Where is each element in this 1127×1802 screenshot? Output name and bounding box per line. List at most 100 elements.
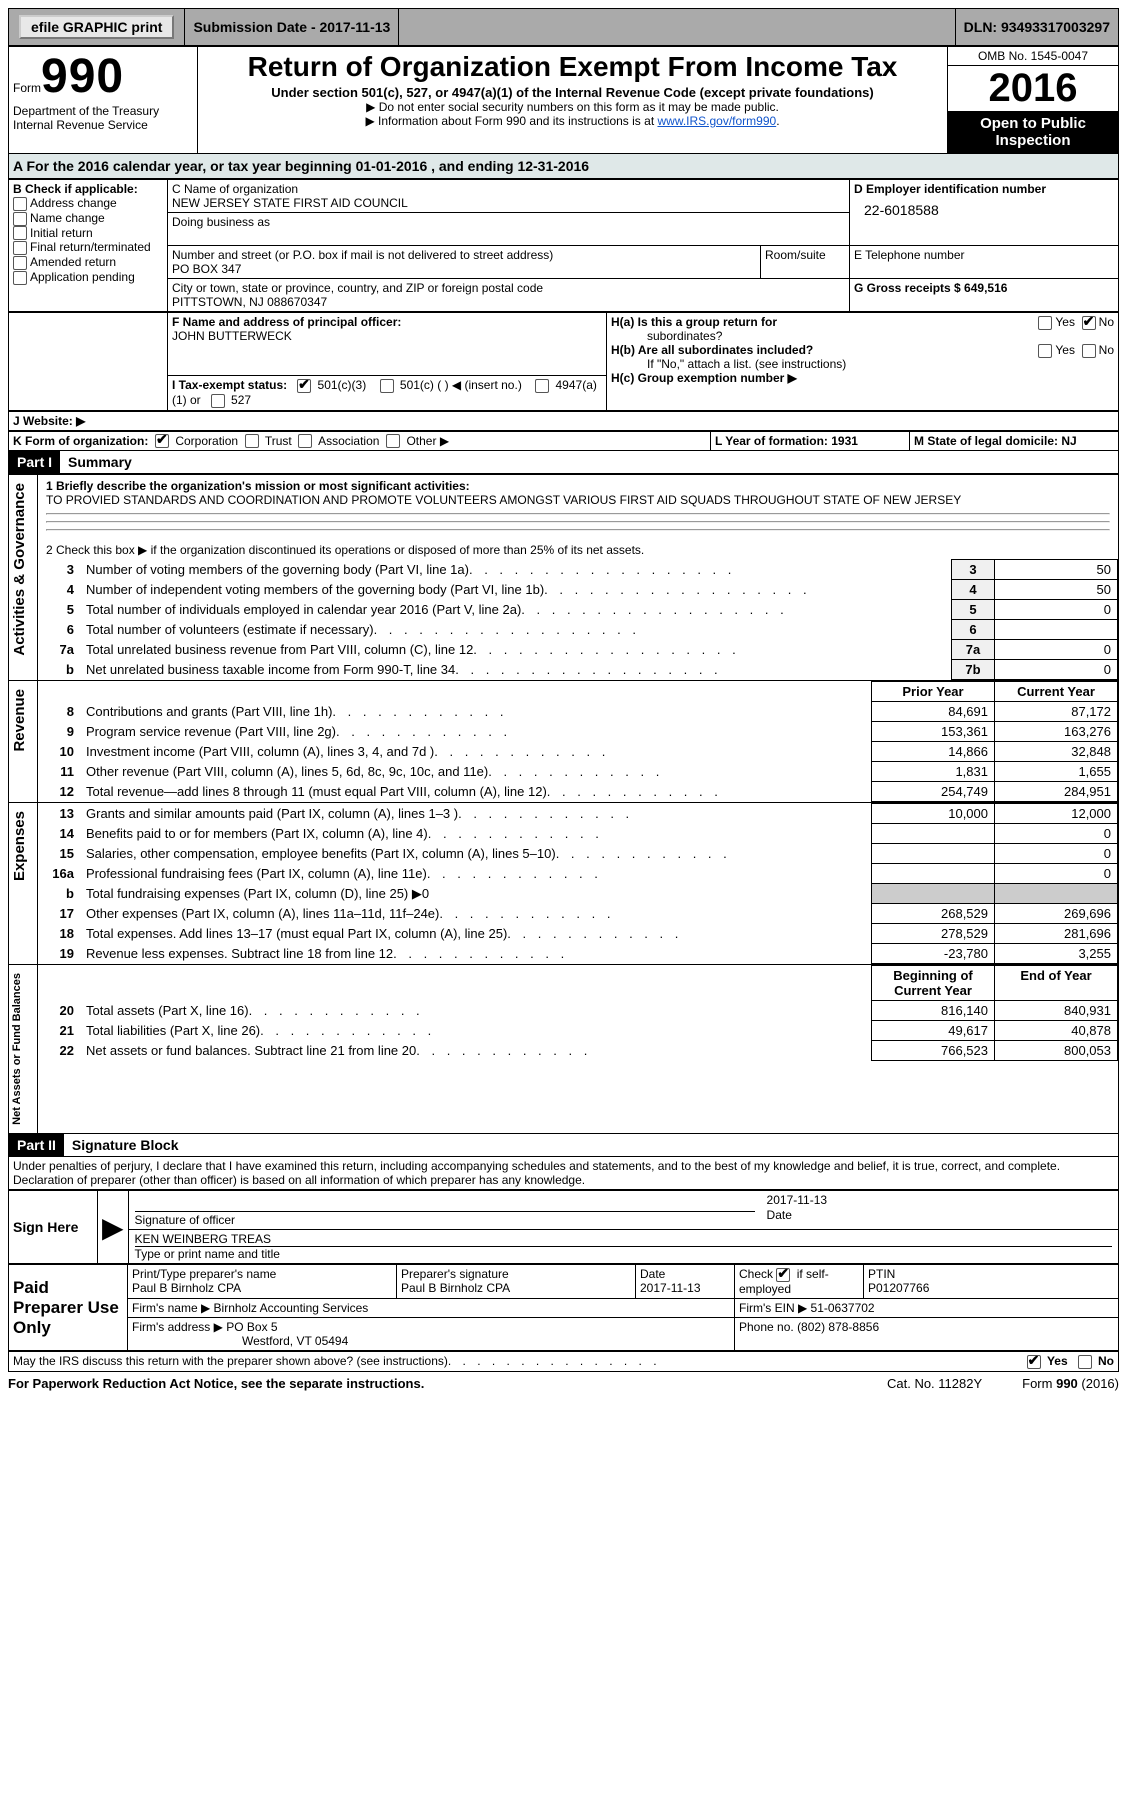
- form-number-block: Form990: [13, 49, 193, 104]
- table-row: 3 Number of voting members of the govern…: [38, 560, 1118, 580]
- box-b-label: B Check if applicable:: [13, 182, 163, 196]
- hb-yes[interactable]: [1038, 344, 1052, 358]
- sign-here-block: Sign Here ▶ Signature of officer 2017-11…: [8, 1190, 1119, 1264]
- entity-block: B Check if applicable: Address change Na…: [8, 179, 1119, 312]
- ptin: P01207766: [868, 1281, 1114, 1295]
- officer-name-title: KEN WEINBERG TREAS: [135, 1232, 1112, 1246]
- chk-501c3[interactable]: [297, 379, 311, 393]
- box-m: M State of legal domicile: NJ: [914, 434, 1077, 448]
- telephone: [854, 262, 1114, 276]
- officer-block: F Name and address of principal officer:…: [8, 312, 1119, 411]
- table-row: 4 Number of independent voting members o…: [38, 580, 1118, 600]
- open-to-public: Open to Public Inspection: [948, 111, 1118, 153]
- page-footer: For Paperwork Reduction Act Notice, see …: [8, 1376, 1119, 1391]
- table-row: 8 Contributions and grants (Part VIII, l…: [38, 702, 1118, 722]
- discuss-yes[interactable]: [1027, 1355, 1041, 1369]
- chk-name-change[interactable]: Name change: [13, 211, 163, 226]
- box-c-name-label: C Name of organization: [172, 182, 845, 196]
- box-f-label: F Name and address of principal officer:: [172, 315, 602, 329]
- self-employed-check[interactable]: Check if self-employed: [739, 1267, 829, 1296]
- prep-date: 2017-11-13: [640, 1281, 730, 1295]
- table-header-row: Beginning of Current Year End of Year: [38, 966, 1118, 1001]
- box-d-label: D Employer identification number: [854, 182, 1114, 196]
- prep-name-label: Print/Type preparer's name: [132, 1267, 392, 1281]
- line1-text: TO PROVIED STANDARDS AND COORDINATION AN…: [46, 493, 961, 507]
- box-k-label: K Form of organization:: [13, 434, 148, 448]
- table-row: 22 Net assets or fund balances. Subtract…: [38, 1041, 1118, 1061]
- table-row: 7a Total unrelated business revenue from…: [38, 640, 1118, 660]
- chk-501c[interactable]: [380, 379, 394, 393]
- hb-no[interactable]: [1082, 344, 1096, 358]
- prep-sig-label: Preparer's signature: [401, 1267, 631, 1281]
- ha-no[interactable]: [1082, 316, 1096, 330]
- vlabel-governance: Activities & Governance: [9, 475, 30, 664]
- row-a-tax-year: A For the 2016 calendar year, or tax yea…: [8, 154, 1119, 179]
- prep-date-label: Date: [640, 1267, 730, 1281]
- table-header-row: Prior Year Current Year: [38, 682, 1118, 702]
- discuss-label: May the IRS discuss this return with the…: [13, 1354, 448, 1369]
- netassets-lines: Beginning of Current Year End of Year20 …: [38, 965, 1118, 1061]
- table-row: 6 Total number of volunteers (estimate i…: [38, 620, 1118, 640]
- table-row: 5 Total number of individuals employed i…: [38, 600, 1118, 620]
- vlabel-expenses: Expenses: [9, 803, 30, 889]
- sig-date-label: Date: [767, 1208, 792, 1222]
- vlabel-netassets: Net Assets or Fund Balances: [9, 965, 25, 1133]
- ha-yes[interactable]: [1038, 316, 1052, 330]
- street: PO BOX 347: [172, 262, 756, 276]
- discuss-no[interactable]: [1078, 1355, 1092, 1369]
- chk-amended-return[interactable]: Amended return: [13, 255, 163, 270]
- ptin-label: PTIN: [868, 1267, 1114, 1281]
- chk-address-change[interactable]: Address change: [13, 196, 163, 211]
- chk-527[interactable]: [211, 394, 225, 408]
- tax-year: 2016: [948, 66, 1118, 111]
- part1-header: Part ISummary: [8, 451, 1119, 474]
- dept-irs: Internal Revenue Service: [13, 118, 193, 132]
- chk-application-pending[interactable]: Application pending: [13, 270, 163, 285]
- chk-4947[interactable]: [535, 379, 549, 393]
- officer-name: JOHN BUTTERWECK: [172, 329, 602, 343]
- omb-number: OMB No. 1545-0047: [948, 47, 1118, 66]
- org-name: NEW JERSEY STATE FIRST AID COUNCIL: [172, 196, 845, 210]
- efile-print-button[interactable]: efile GRAPHIC print: [19, 15, 174, 39]
- footer-right: Form 990 (2016): [1022, 1376, 1119, 1391]
- h-c: H(c) Group exemption number ▶: [611, 371, 1114, 385]
- chk-trust[interactable]: [245, 434, 259, 448]
- submission-date: Submission Date - 2017-11-13: [193, 19, 390, 35]
- sign-here-label: Sign Here: [13, 1219, 78, 1235]
- firm-ein-label: Firm's EIN ▶: [739, 1301, 807, 1315]
- line2: 2 Check this box ▶ if the organization d…: [38, 541, 1118, 559]
- irs-link[interactable]: www.IRS.gov/form990: [657, 114, 776, 128]
- chk-final-return[interactable]: Final return/terminated: [13, 240, 163, 255]
- street-label: Number and street (or P.O. box if mail i…: [172, 248, 756, 262]
- dept-treasury: Department of the Treasury: [13, 104, 193, 118]
- dln: DLN: 93493317003297: [964, 19, 1110, 35]
- chk-corp[interactable]: [155, 434, 169, 448]
- box-l: L Year of formation: 1931: [715, 434, 858, 448]
- klm-row: K Form of organization: Corporation Trus…: [8, 431, 1119, 452]
- paid-preparer-label: Paid Preparer Use Only: [13, 1278, 119, 1337]
- part2-header: Part IISignature Block: [8, 1134, 1119, 1157]
- room-label: Room/suite: [765, 248, 845, 262]
- form-subtitle: Under section 501(c), 527, or 4947(a)(1)…: [202, 85, 943, 100]
- table-row: b Total fundraising expenses (Part IX, c…: [38, 884, 1118, 904]
- city-label: City or town, state or province, country…: [172, 281, 845, 295]
- expense-lines: 13 Grants and similar amounts paid (Part…: [38, 803, 1118, 964]
- form-title: Return of Organization Exempt From Incom…: [202, 51, 943, 83]
- table-row: 16a Professional fundraising fees (Part …: [38, 864, 1118, 884]
- firm-addr2: Westford, VT 05494: [132, 1334, 348, 1348]
- website-row: J Website: ▶: [8, 411, 1119, 431]
- prep-sig: Paul B Birnholz CPA: [401, 1281, 631, 1295]
- table-row: 17 Other expenses (Part IX, column (A), …: [38, 904, 1118, 924]
- box-i-label: I Tax-exempt status:: [172, 378, 287, 392]
- chk-other[interactable]: [386, 434, 400, 448]
- chk-initial-return[interactable]: Initial return: [13, 226, 163, 241]
- table-row: 13 Grants and similar amounts paid (Part…: [38, 804, 1118, 824]
- table-row: b Net unrelated business taxable income …: [38, 660, 1118, 680]
- table-row: 18 Total expenses. Add lines 13–17 (must…: [38, 924, 1118, 944]
- table-row: 10 Investment income (Part VIII, column …: [38, 742, 1118, 762]
- dba-label: Doing business as: [172, 215, 845, 229]
- firm-ein: 51-0637702: [811, 1301, 875, 1315]
- chk-assoc[interactable]: [298, 434, 312, 448]
- h-b: H(b) Are all subordinates included? Yes …: [611, 343, 1114, 357]
- table-row: 11 Other revenue (Part VIII, column (A),…: [38, 762, 1118, 782]
